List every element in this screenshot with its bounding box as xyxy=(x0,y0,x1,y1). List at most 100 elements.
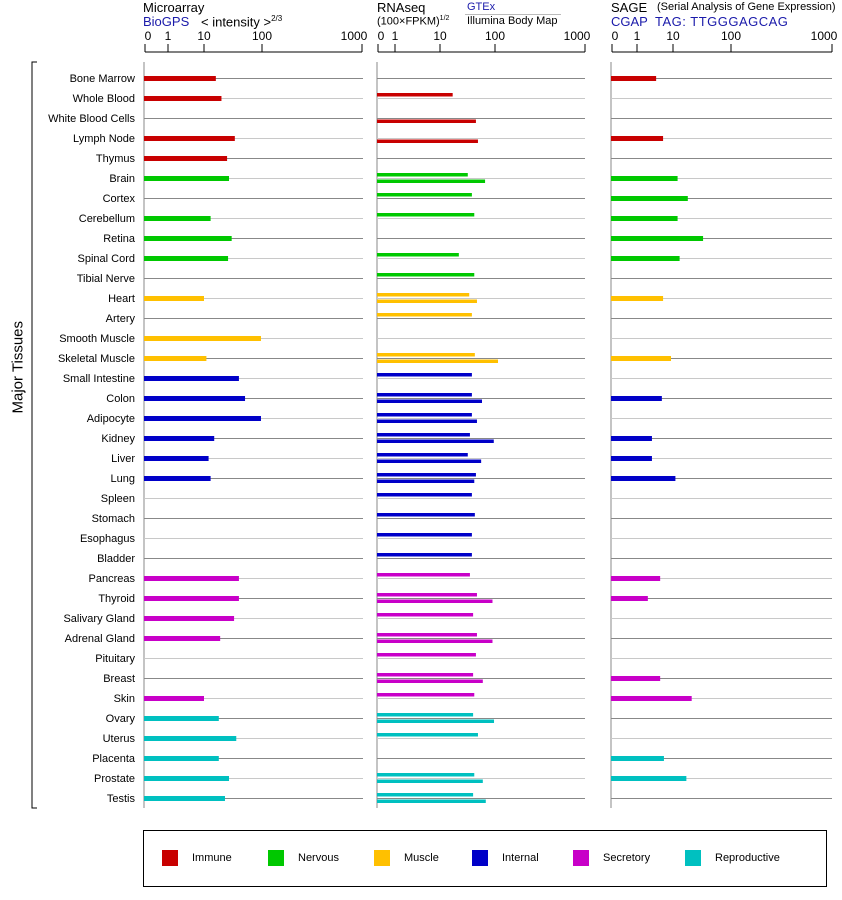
bar-sage-sage xyxy=(611,756,664,761)
rnaseq-unit: (100×FPKM)1/2 xyxy=(377,15,449,28)
bar-sage-sage xyxy=(611,236,704,241)
bar-rnaseq-illumina-body-map xyxy=(377,479,475,483)
biogps-link[interactable]: BioGPS xyxy=(143,14,190,29)
bar-rnaseq-gtex xyxy=(377,253,459,257)
bar-microarray-biogps xyxy=(144,256,229,261)
microarray-unit-exp: 2/3 xyxy=(271,14,283,23)
legend-item-internal: Internal xyxy=(472,850,539,866)
bar-sage-sage xyxy=(611,76,657,81)
bar-rnaseq-gtex xyxy=(377,673,474,677)
legend-item-reproductive: Reproductive xyxy=(685,850,780,866)
legend-label: Immune xyxy=(192,852,232,864)
bar-microarray-biogps xyxy=(144,236,232,241)
legend-item-secretory: Secretory xyxy=(573,850,650,866)
bar-sage-sage xyxy=(611,456,652,461)
bar-microarray-biogps xyxy=(144,216,211,221)
legend-swatch xyxy=(472,850,488,866)
bar-rnaseq-gtex xyxy=(377,453,468,457)
bar-sage-sage xyxy=(611,576,661,581)
source-divider xyxy=(465,14,561,15)
x-tick-label: 1000 xyxy=(564,29,591,43)
x-tick-label: 100 xyxy=(721,29,741,43)
x-tick-label: 1000 xyxy=(811,29,838,43)
bar-rnaseq-illumina-body-map xyxy=(377,599,493,603)
tissue-label: Bone Marrow xyxy=(70,73,135,85)
bar-rnaseq-gtex xyxy=(377,193,472,197)
tissue-label: Cerebellum xyxy=(79,213,135,225)
bar-rnaseq-gtex xyxy=(377,573,470,577)
x-tick-label: 0 xyxy=(612,29,619,43)
microarray-unit-text: < intensity > xyxy=(201,14,272,30)
bar-rnaseq-illumina-body-map xyxy=(377,419,477,423)
bar-sage-sage xyxy=(611,176,678,181)
tissue-label: Skeletal Muscle xyxy=(58,353,135,365)
gtex-link[interactable]: GTEx xyxy=(467,1,496,13)
tissue-label: Bladder xyxy=(97,553,135,565)
bar-rnaseq-illumina-body-map xyxy=(377,459,482,463)
tissue-label: Adipocyte xyxy=(87,413,135,425)
legend-swatch xyxy=(374,850,390,866)
tissue-label: Brain xyxy=(109,173,135,185)
bar-sage-sage xyxy=(611,396,662,401)
bar-microarray-biogps xyxy=(144,136,235,141)
x-tick-label: 1 xyxy=(634,29,641,43)
bar-microarray-biogps xyxy=(144,156,228,161)
tissue-label: Tibial Nerve xyxy=(77,273,135,285)
bar-rnaseq-illumina-body-map xyxy=(377,139,478,143)
tissue-label: Lymph Node xyxy=(73,133,135,145)
bar-rnaseq-illumina-body-map xyxy=(377,639,493,643)
tissue-label: Colon xyxy=(106,393,135,405)
cgap-link[interactable]: CGAP xyxy=(611,14,648,29)
tissue-label: Spinal Cord xyxy=(78,253,135,265)
bar-microarray-biogps xyxy=(144,696,204,701)
bar-rnaseq-gtex xyxy=(377,553,472,557)
tissue-label: Testis xyxy=(107,793,136,805)
legend-label: Nervous xyxy=(298,852,339,864)
bar-microarray-biogps xyxy=(144,396,246,401)
bar-rnaseq-gtex xyxy=(377,713,474,717)
tissue-label: Spleen xyxy=(101,493,135,505)
bar-rnaseq-illumina-body-map xyxy=(377,439,494,443)
bar-rnaseq-gtex xyxy=(377,273,475,277)
tissue-label: White Blood Cells xyxy=(48,113,135,125)
bar-rnaseq-gtex xyxy=(377,93,453,97)
bar-microarray-biogps xyxy=(144,456,209,461)
bar-microarray-biogps xyxy=(144,336,261,341)
x-tick-label: 0 xyxy=(145,29,152,43)
tissue-label: Liver xyxy=(111,453,135,465)
sage-title: SAGE xyxy=(611,0,648,15)
x-tick-label: 0 xyxy=(378,29,385,43)
bar-sage-sage xyxy=(611,436,652,441)
bar-rnaseq-gtex xyxy=(377,313,472,317)
tissue-label: Smooth Muscle xyxy=(59,333,135,345)
tissue-label: Skin xyxy=(114,693,135,705)
tissue-label: Placenta xyxy=(92,753,136,765)
bar-rnaseq-gtex xyxy=(377,593,477,597)
bar-microarray-biogps xyxy=(144,576,239,581)
legend-item-nervous: Nervous xyxy=(268,850,339,866)
bar-rnaseq-illumina-body-map xyxy=(377,179,486,183)
bar-rnaseq-gtex xyxy=(377,173,468,177)
tissue-label: Small Intestine xyxy=(63,373,135,385)
sage-tag: TAG: TTGGGAGCAG xyxy=(655,14,789,29)
y-axis-bracket xyxy=(31,61,37,809)
tissue-label: Whole Blood xyxy=(73,93,135,105)
tissue-label: Adrenal Gland xyxy=(65,633,135,645)
bar-microarray-biogps xyxy=(144,296,204,301)
tissue-label: Uterus xyxy=(103,733,136,745)
bar-microarray-biogps xyxy=(144,596,239,601)
tissue-label: Pituitary xyxy=(95,653,135,665)
legend-item-muscle: Muscle xyxy=(374,850,439,866)
legend-label: Muscle xyxy=(404,852,439,864)
tissue-label: Lung xyxy=(111,473,135,485)
rnaseq-unit-text: (100×FPKM) xyxy=(377,15,440,28)
legend-label: Secretory xyxy=(603,852,651,864)
bar-microarray-biogps xyxy=(144,636,221,641)
x-tick-label: 1 xyxy=(392,29,399,43)
bar-rnaseq-illumina-body-map xyxy=(377,779,483,783)
legend-item-immune: Immune xyxy=(162,850,232,866)
bar-rnaseq-gtex xyxy=(377,613,474,617)
bar-rnaseq-gtex xyxy=(377,433,470,437)
bar-rnaseq-illumina-body-map xyxy=(377,719,495,723)
